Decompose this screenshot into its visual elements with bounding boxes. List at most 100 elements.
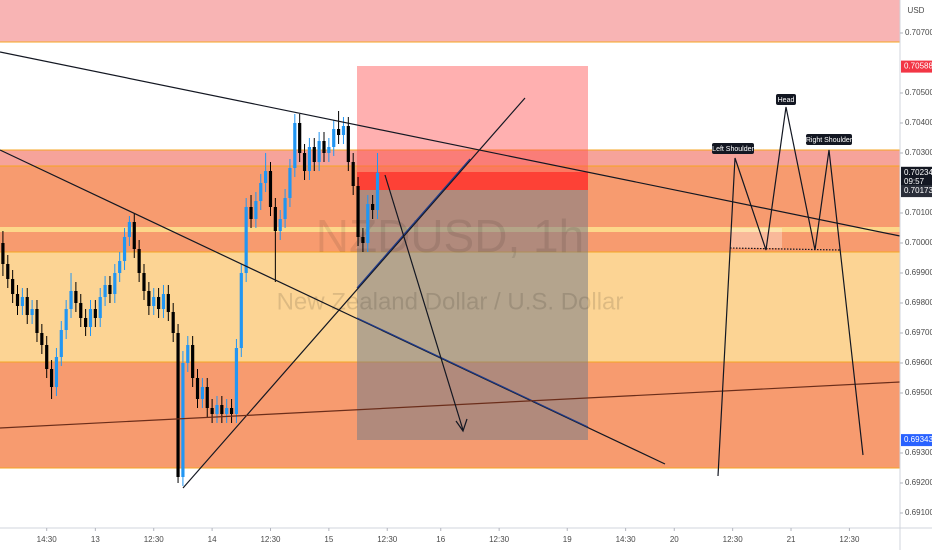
annotation-box [712,143,754,154]
stop-zone [357,66,588,190]
x-tick-label: 14:30 [37,535,58,544]
candle-body [351,162,355,186]
annotation: Head [778,97,795,104]
candle-body [239,273,243,348]
candle-body [40,333,44,345]
candle-body [93,309,97,318]
x-tick-label: 12:30 [260,535,281,544]
candle-body [234,348,239,414]
candle-body [302,153,307,171]
candle-body [293,123,297,168]
candle-body [127,222,132,237]
annotation: Right Shoulder [806,137,853,144]
x-tick-label: 21 [787,535,796,544]
candle-body [79,303,83,318]
arrow [384,174,464,431]
candle-body [147,291,151,306]
pattern-line [717,106,864,477]
neckline [729,247,841,251]
y-tick-label: 0.69200 [905,478,932,487]
y-tick-label: 0.70300 [905,148,932,157]
candle-body [366,204,370,243]
candle-body [200,387,204,399]
candle-body [346,126,350,162]
annotation-box [806,134,852,145]
candle-body [132,222,136,249]
trend-line [0,381,901,429]
annotation: Left Shoulder [712,146,754,153]
candle-body [6,264,10,279]
zones [0,0,900,469]
candles [1,111,380,486]
candle-body [166,294,170,312]
x-tick-label: 12:30 [144,535,165,544]
candle-body [54,357,59,387]
price-label: 0.70173 [904,186,932,195]
candle-body [229,408,234,414]
candle-body [137,249,141,273]
candle-body [64,309,68,330]
candle-body [156,297,161,309]
y-tick-label: 0.70000 [905,238,932,247]
x-tick-label: 13 [91,535,100,544]
candle-body [69,291,73,309]
candle-body [1,243,5,264]
candle-body [45,345,49,369]
candle-body [259,183,263,201]
candle-body [49,369,54,387]
price-label: 0.69343 [904,435,932,444]
candle-body [215,405,219,414]
x-tick-label: 12:30 [489,535,510,544]
price-label-box [901,166,932,188]
drawings [0,51,901,489]
y-tick-label: 0.69500 [905,388,932,397]
candle-body [161,294,166,309]
candle-body [317,141,321,162]
candle-body [176,333,180,477]
y-tick-label: 0.69800 [905,298,932,307]
candle-body [74,291,78,303]
trend-line [0,51,901,237]
candle-body [278,219,282,231]
candle-body [264,171,268,183]
candle-body [30,309,34,315]
candle-body [375,172,380,210]
candle-body [181,363,185,477]
x-tick-label: 14 [208,535,217,544]
target-zone [357,190,588,440]
candle-body [88,309,93,327]
x-tick-label: 19 [563,535,572,544]
candle-body [273,207,277,231]
candle-body [191,345,195,378]
candle-body [249,207,253,219]
candle-body [20,297,24,306]
y-tick-label: 0.70100 [905,208,932,217]
candle-body [332,129,336,147]
candle-body [244,207,248,273]
neckline-zone [730,228,782,248]
candle-body [341,126,346,135]
candle-body [171,312,175,333]
y-tick-label: 0.69100 [905,508,932,517]
candle-body [283,198,287,219]
x-tick-label: 14:30 [616,535,637,544]
x-tick-label: 20 [670,535,679,544]
candle-body [371,204,375,210]
x-tick-label: 15 [324,535,333,544]
candle-body [113,273,117,294]
candle-body [59,330,63,357]
price-label-box [901,60,932,73]
candle-body [25,297,29,315]
y-tick-label: 0.70400 [905,118,932,127]
candle-body [142,273,146,291]
countdown: 09:57 [904,177,925,186]
candle-body [108,285,112,294]
watermark-subtitle: New Zealand Dollar / U.S. Dollar [277,288,624,315]
watermark: NZDUSD, 1h [316,210,584,262]
y-tick-label: 0.69600 [905,358,932,367]
candle-body [322,141,326,153]
resistance-zone [0,150,900,166]
x-tick-label: 12:30 [723,535,744,544]
time-axis [0,528,932,550]
price-axis [900,0,932,550]
